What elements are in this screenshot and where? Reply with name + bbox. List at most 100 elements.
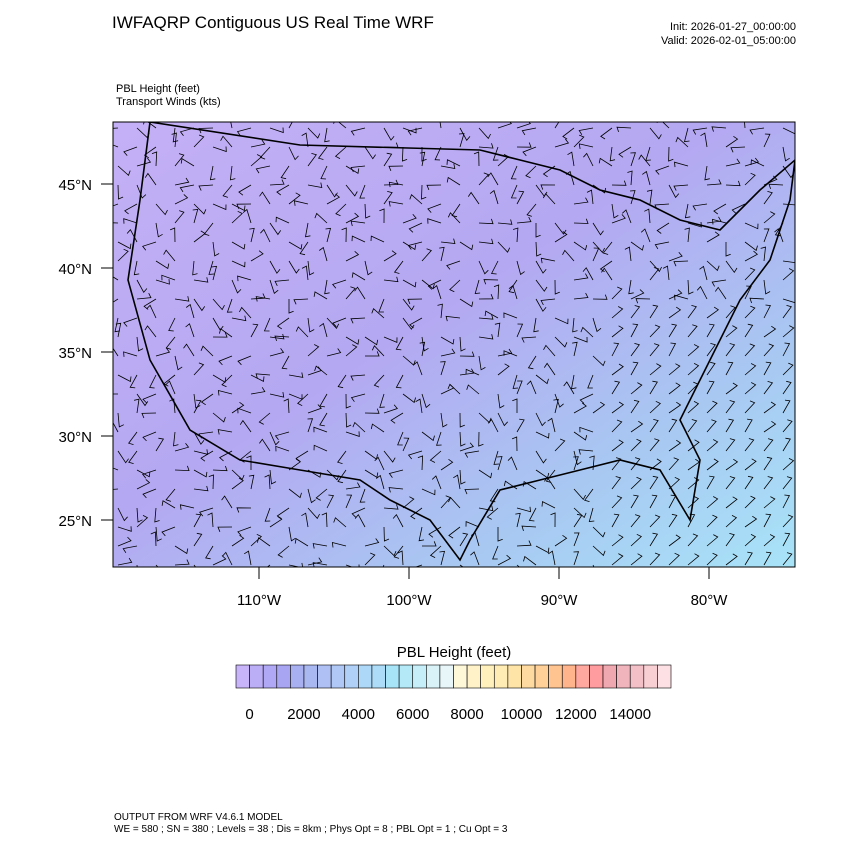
wind-barb — [345, 286, 356, 300]
wind-barb — [193, 532, 203, 547]
wind-barb — [535, 450, 547, 464]
wind-barb — [388, 201, 404, 207]
wind-barb — [383, 191, 393, 205]
wind-barb — [763, 513, 772, 528]
wind-barb — [763, 211, 776, 224]
wind-barb — [155, 222, 163, 238]
wind-barb — [459, 241, 474, 251]
wind-barb — [497, 363, 510, 376]
wind-barb — [307, 488, 316, 504]
wind-barb — [142, 431, 157, 442]
wind-barb — [467, 191, 480, 205]
wind-barb — [179, 504, 195, 510]
wind-barb — [768, 183, 784, 190]
wind-barb — [293, 298, 309, 305]
wind-barb — [763, 361, 772, 376]
wind-barb — [434, 146, 442, 161]
wind-barb — [592, 184, 607, 194]
wind-barb — [579, 393, 594, 404]
wind-barb — [547, 550, 556, 566]
wind-barb — [563, 381, 575, 395]
wind-barb — [410, 507, 423, 520]
wind-barb — [528, 507, 537, 522]
wind-barb — [744, 515, 758, 528]
wind-barb — [782, 532, 791, 547]
wind-barb — [692, 127, 708, 135]
wind-barb — [554, 138, 570, 148]
wind-barb — [407, 450, 423, 460]
wind-barb — [497, 456, 503, 471]
wind-barb — [407, 127, 423, 136]
wind-barb — [516, 380, 523, 395]
wind-barb — [447, 383, 461, 395]
wind-barb — [782, 362, 794, 376]
wind-barb — [744, 157, 760, 167]
wind-barb — [706, 439, 719, 452]
wind-barb — [334, 146, 347, 159]
wind-barb — [526, 203, 537, 217]
wind-barb — [725, 135, 739, 148]
wind-barb — [630, 420, 644, 433]
wind-barb — [744, 363, 757, 376]
wind-barb — [331, 541, 347, 548]
wind-barb — [527, 355, 537, 370]
wind-barb — [579, 426, 594, 433]
wind-barb — [200, 450, 214, 462]
wind-barb — [573, 134, 585, 148]
colorbar-title: PBL Height (feet) — [397, 644, 512, 661]
wind-barb — [763, 325, 777, 338]
wind-barb — [383, 276, 399, 283]
wind-barb — [649, 363, 662, 376]
wind-barb — [744, 438, 755, 452]
wind-barb — [459, 431, 466, 447]
colorbar-box — [303, 664, 318, 689]
wind-barb — [259, 191, 271, 205]
wind-barb — [497, 348, 513, 357]
wind-barb — [370, 423, 385, 433]
wind-barb — [704, 165, 710, 181]
wind-barb — [314, 212, 328, 224]
wind-barb — [222, 551, 233, 566]
wind-barb — [161, 274, 176, 281]
wind-barb — [114, 317, 120, 333]
wind-barb — [640, 228, 651, 243]
lat-label: 30°N — [58, 429, 92, 446]
wind-barb — [687, 513, 696, 528]
wind-barb — [231, 401, 245, 414]
wind-barb — [687, 381, 699, 395]
wind-barb — [763, 476, 774, 490]
wind-barb — [165, 488, 176, 502]
colorbar-box — [602, 664, 617, 689]
wind-barb — [474, 279, 481, 294]
wind-barb — [426, 184, 442, 191]
wind-barb — [383, 404, 398, 414]
wind-barb — [478, 127, 491, 140]
wind-barb — [123, 218, 138, 224]
wind-barb — [470, 551, 480, 566]
wind-barb — [174, 296, 190, 302]
wind-barb — [687, 279, 694, 295]
map-axes: 45°N 40°N 35°N 30°N 25°N 110°W 100°W 90°W 80°W — [58, 177, 728, 609]
wind-barb — [113, 276, 119, 281]
wind-barb — [649, 494, 658, 509]
wind-barb — [136, 336, 144, 352]
wind-barb — [200, 393, 214, 406]
wind-barb — [692, 203, 708, 211]
wind-barb — [350, 374, 366, 381]
wind-barb — [706, 216, 722, 224]
wind-barb — [142, 241, 157, 251]
wind-barb — [668, 513, 678, 528]
wind-barb — [276, 317, 290, 330]
wind-barb — [218, 355, 233, 366]
wind-barb — [250, 250, 264, 262]
wind-barb — [307, 260, 315, 276]
wind-barb — [684, 203, 691, 219]
wind-barb — [516, 418, 525, 433]
wind-barb — [185, 303, 195, 319]
wind-barb — [402, 241, 417, 251]
wind-barb — [554, 279, 560, 295]
wind-barb — [226, 298, 233, 313]
wind-barb — [725, 553, 738, 566]
wind-barb — [749, 127, 765, 135]
